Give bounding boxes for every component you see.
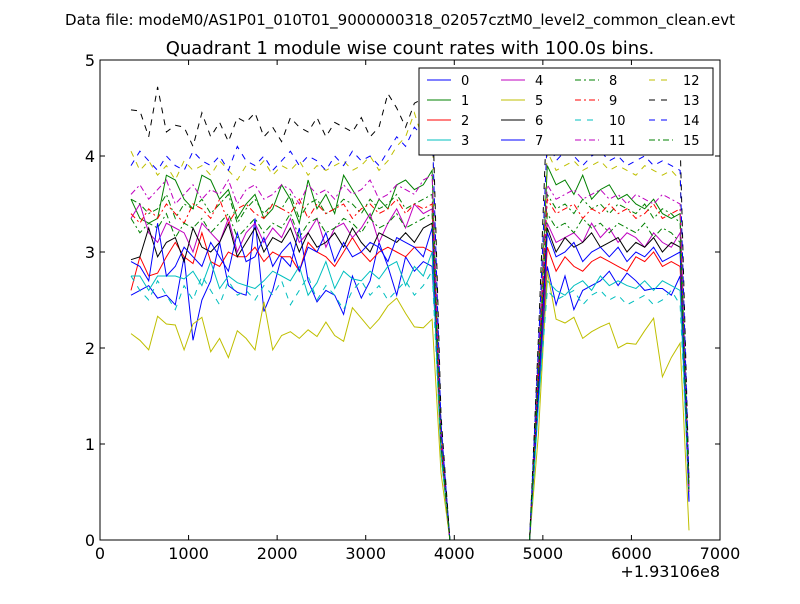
legend-label-14: 14 <box>683 114 700 129</box>
legend-label-11: 11 <box>609 134 626 149</box>
legend-label-5: 5 <box>535 94 543 109</box>
series-line-1 <box>130 165 690 540</box>
series-line-8 <box>130 192 690 540</box>
legend-label-3: 3 <box>461 134 469 149</box>
series-line-4 <box>130 202 690 540</box>
y-tick-label: 0 <box>85 531 95 550</box>
legend-label-10: 10 <box>609 114 626 129</box>
legend-label-9: 9 <box>609 94 617 109</box>
x-tick-label: 7000 <box>700 544 741 563</box>
legend-label-6: 6 <box>535 114 543 129</box>
x-tick-label: 4000 <box>434 544 475 563</box>
y-tick-label: 1 <box>85 435 95 454</box>
series-line-15 <box>130 211 690 540</box>
plot-frame <box>99 59 721 541</box>
x-tick-label: 3000 <box>345 544 386 563</box>
legend-label-12: 12 <box>683 74 700 89</box>
y-tick-label: 5 <box>85 51 95 70</box>
series-line-10 <box>130 269 690 540</box>
series-line-12 <box>130 111 690 540</box>
x-tick-label: 1000 <box>168 544 209 563</box>
chart-title: Quadrant 1 module wise count rates with … <box>166 38 655 59</box>
x-tick-label: 6000 <box>611 544 652 563</box>
legend-label-15: 15 <box>683 134 700 149</box>
series-line-5 <box>130 271 690 540</box>
x-tick-label: 5000 <box>522 544 563 563</box>
series-layer <box>130 86 690 540</box>
series-line-7 <box>130 223 690 540</box>
legend-label-1: 1 <box>461 94 469 109</box>
series-line-0 <box>130 218 690 540</box>
y-tick-label: 2 <box>85 339 95 358</box>
series-line-6 <box>130 221 690 540</box>
series-line-9 <box>130 197 690 540</box>
x-tick-label: 2000 <box>257 544 298 563</box>
data-file-suptitle: Data file: modeM0/AS1P01_010T01_90000003… <box>65 11 735 30</box>
legend-label-13: 13 <box>683 94 700 109</box>
y-tick-label: 3 <box>85 243 95 262</box>
legend-label-0: 0 <box>461 74 469 89</box>
legend-label-2: 2 <box>461 114 469 129</box>
legend-label-4: 4 <box>535 74 543 89</box>
legend-label-8: 8 <box>609 74 617 89</box>
x-tick-label: 0 <box>95 544 105 563</box>
series-line-2 <box>130 231 690 540</box>
x-axis-offset-label: +1.93106e8 <box>620 562 720 581</box>
series-line-3 <box>131 251 690 540</box>
legend-label-7: 7 <box>535 134 543 149</box>
y-tick-label: 4 <box>85 147 95 166</box>
series-line-11 <box>130 174 690 540</box>
